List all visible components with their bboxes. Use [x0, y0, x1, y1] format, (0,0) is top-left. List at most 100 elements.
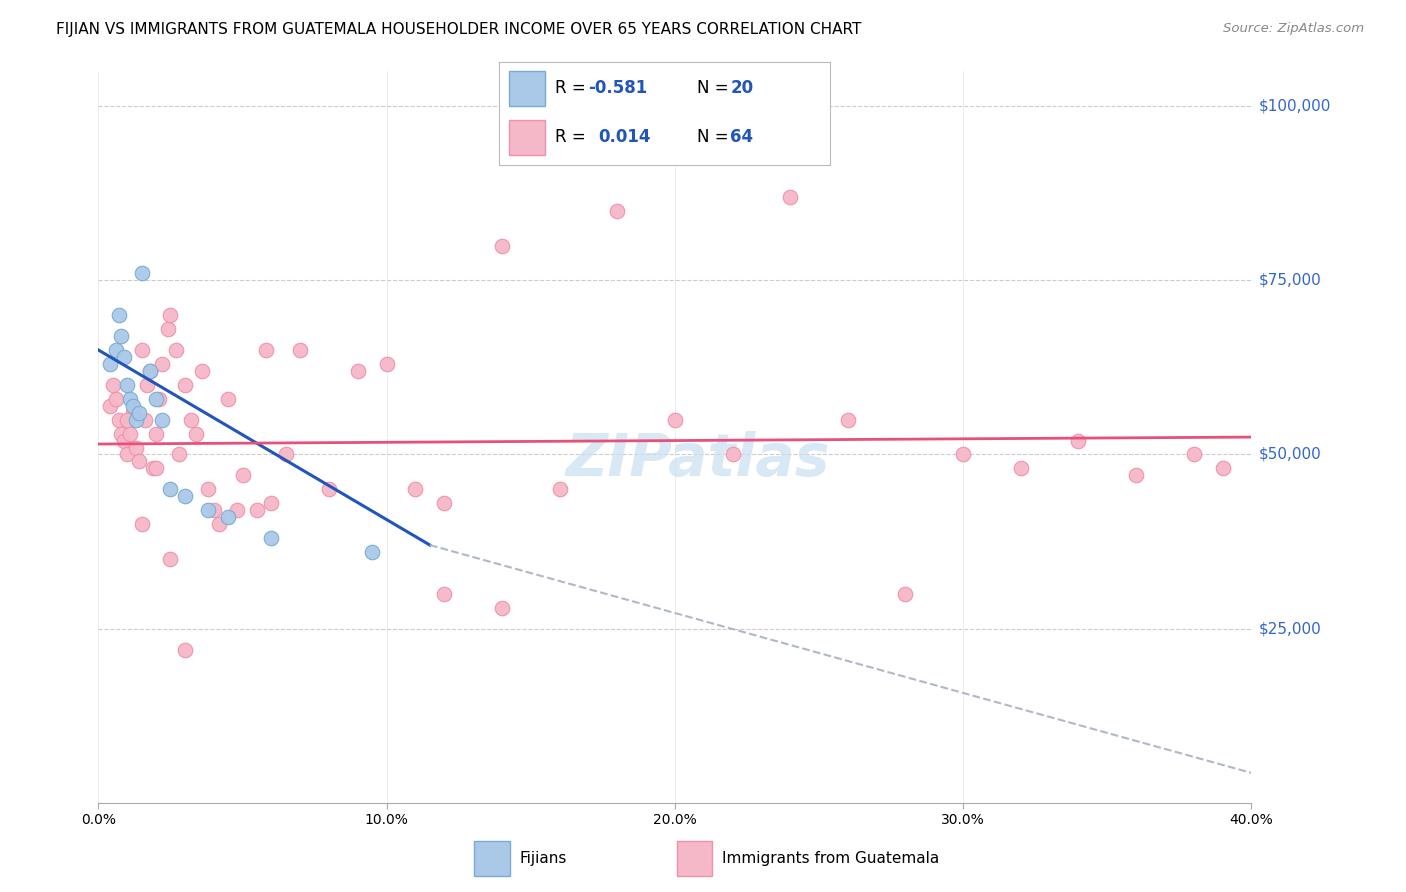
Point [375, 357, 398, 371]
Point [361, 545, 384, 559]
Point [110, 329, 132, 343]
Bar [676, 841, 711, 876]
Text: ZIPatlas: ZIPatlas [565, 431, 830, 488]
Point [721, 448, 744, 462]
Point [346, 364, 368, 378]
Point [131, 517, 153, 532]
Point [837, 412, 859, 426]
Point [112, 434, 135, 448]
Point [156, 322, 179, 336]
Point [107, 412, 129, 426]
Point [208, 517, 231, 532]
Text: N =: N = [697, 79, 734, 97]
Point [139, 364, 162, 378]
Text: FIJIAN VS IMMIGRANTS FROM GUATEMALA HOUSEHOLDER INCOME OVER 65 YEARS CORRELATION: FIJIAN VS IMMIGRANTS FROM GUATEMALA HOUS… [56, 22, 862, 37]
Bar [474, 841, 509, 876]
Text: Immigrants from Guatemala: Immigrants from Guatemala [723, 851, 939, 866]
Point [491, 238, 513, 252]
Point [1067, 434, 1090, 448]
Text: -0.581: -0.581 [588, 79, 648, 97]
Point [122, 399, 145, 413]
Point [217, 392, 239, 406]
Text: $100,000: $100,000 [1258, 99, 1330, 113]
Point [104, 343, 127, 357]
Point [131, 343, 153, 357]
Point [254, 343, 277, 357]
Point [145, 392, 167, 406]
Point [433, 496, 456, 510]
Point [952, 448, 974, 462]
Point [117, 412, 138, 426]
Point [433, 587, 456, 601]
Point [405, 483, 427, 497]
Point [1125, 468, 1147, 483]
Point [150, 357, 173, 371]
Point [107, 308, 129, 322]
Point [150, 412, 173, 426]
Point [246, 503, 269, 517]
Point [174, 489, 197, 503]
Point [180, 412, 202, 426]
Point [1010, 461, 1032, 475]
Point [125, 412, 148, 426]
Point [139, 364, 162, 378]
Point [167, 448, 190, 462]
Point [134, 412, 156, 426]
Point [165, 343, 187, 357]
Point [131, 266, 153, 280]
Point [1182, 448, 1205, 462]
Text: R =: R = [555, 128, 596, 146]
Point [120, 426, 142, 441]
Point [606, 203, 628, 218]
Point [491, 600, 513, 615]
Point [231, 468, 254, 483]
Text: $50,000: $50,000 [1258, 447, 1322, 462]
Point [128, 406, 150, 420]
Text: $75,000: $75,000 [1258, 273, 1322, 288]
Text: 64: 64 [731, 128, 754, 146]
Point [174, 377, 197, 392]
Point [174, 642, 197, 657]
Point [159, 308, 181, 322]
Point [128, 454, 150, 468]
Point [664, 412, 686, 426]
Text: N =: N = [697, 128, 734, 146]
Point [894, 587, 917, 601]
Point [101, 377, 124, 392]
Point [197, 483, 219, 497]
Point [120, 392, 142, 406]
Point [136, 377, 159, 392]
Point [260, 496, 283, 510]
Point [104, 392, 127, 406]
Point [548, 483, 571, 497]
Point [217, 510, 239, 524]
Point [191, 364, 214, 378]
Point [225, 503, 247, 517]
Point [779, 190, 801, 204]
Text: 0.014: 0.014 [599, 128, 651, 146]
Point [125, 441, 148, 455]
Point [159, 552, 181, 566]
Point [148, 392, 170, 406]
Point [145, 461, 167, 475]
Point [145, 426, 167, 441]
Point [197, 503, 219, 517]
Point [202, 503, 225, 517]
Point [117, 448, 138, 462]
Point [186, 426, 208, 441]
Point [98, 399, 121, 413]
Point [98, 357, 121, 371]
Point [1212, 461, 1234, 475]
Point [142, 461, 165, 475]
Point [318, 483, 340, 497]
Bar [509, 70, 546, 105]
Point [117, 377, 138, 392]
Text: $25,000: $25,000 [1258, 621, 1322, 636]
Point [290, 343, 312, 357]
Bar [509, 120, 546, 155]
Text: Fijians: Fijians [520, 851, 567, 866]
Text: Source: ZipAtlas.com: Source: ZipAtlas.com [1223, 22, 1364, 36]
Point [112, 350, 135, 364]
Point [159, 483, 181, 497]
Point [260, 531, 283, 545]
